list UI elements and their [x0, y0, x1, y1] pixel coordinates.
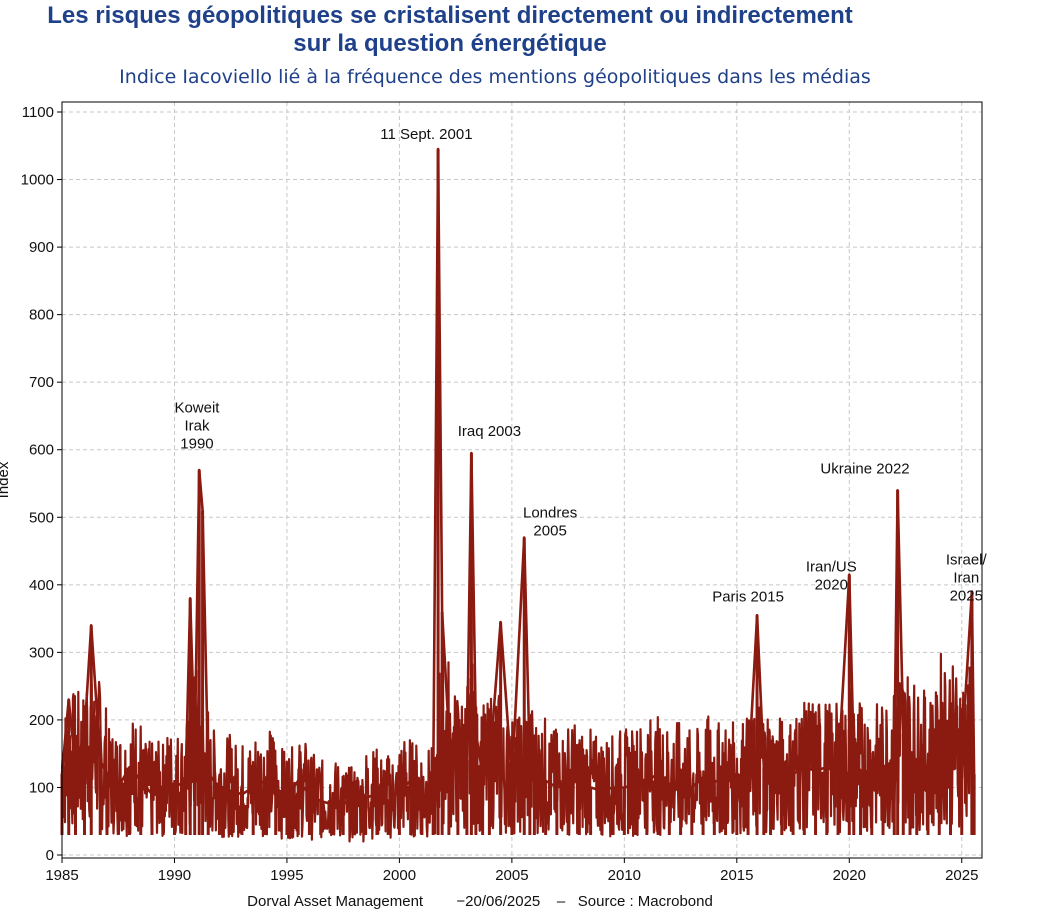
source-footer: Dorval Asset Management −20/06/2025 – So… — [247, 893, 713, 910]
annotation-text: Israel/ — [946, 552, 988, 569]
y-tick-label: 100 — [29, 779, 54, 796]
annotation-text: Paris 2015 — [712, 589, 784, 606]
y-tick-label: 300 — [29, 644, 54, 661]
annotation-text: 11 Sept. 2001 — [380, 126, 472, 143]
plot-frame — [61, 101, 983, 859]
annotation: 11 Sept. 2001 — [380, 126, 472, 143]
y-tick-label: 0 — [46, 847, 54, 864]
annotation-text: Iran/US — [806, 558, 857, 575]
x-tick-label: 2005 — [495, 867, 528, 884]
annotation-text: Londres — [523, 504, 577, 521]
y-tick-label: 600 — [29, 442, 54, 459]
x-tick-label: 2020 — [833, 867, 866, 884]
annotation-text: 2025 — [950, 588, 983, 605]
series-layer — [60, 147, 976, 843]
series-noise-band — [60, 652, 976, 843]
x-tick-label: 2000 — [383, 867, 416, 884]
x-tick-label: 1995 — [270, 867, 303, 884]
y-tick-label: 800 — [29, 307, 54, 324]
annotation-text: 2005 — [533, 522, 566, 539]
annotation: Iraq 2003 — [458, 423, 521, 440]
x-tick-label: 2015 — [720, 867, 753, 884]
y-tick-label: 900 — [29, 239, 54, 256]
y-axis-label: Index — [0, 461, 12, 498]
y-tick-label: 1100 — [22, 104, 54, 121]
x-tick-label: 1990 — [158, 867, 191, 884]
chart-subtitle: Indice Iacoviello lié à la fréquence des… — [119, 66, 871, 88]
annotation-text: 2020 — [815, 576, 848, 593]
annotation-text: Irak — [184, 418, 210, 435]
annotation-text: Koweit — [174, 400, 220, 417]
annotation-text: Ukraine 2022 — [820, 460, 909, 477]
y-tick-label: 200 — [29, 712, 54, 729]
y-tick-label: 500 — [29, 509, 54, 526]
y-tick-label: 700 — [29, 374, 54, 391]
x-tick-label: 2025 — [945, 867, 978, 884]
axes: 0 100 200 300 400 500 600 700 800 900 1000 1100 1985… — [21, 104, 979, 884]
x-tick-label: 2010 — [608, 867, 641, 884]
annotation-text: 1990 — [180, 436, 213, 453]
annotation-text: Iraq 2003 — [458, 423, 521, 440]
chart-title-line-1: Les risques géopolitiques se cristalisen… — [47, 2, 853, 29]
annotation: Ukraine 2022 — [820, 460, 909, 477]
chart-title: Les risques géopolitiques se cristalisen… — [0, 2, 900, 58]
annotation-text: Iran — [953, 570, 979, 587]
annotation: Paris 2015 — [712, 589, 784, 606]
y-tick-label: 1000 — [21, 172, 54, 189]
y-tick-label: 400 — [29, 577, 54, 594]
x-tick-label: 1985 — [45, 867, 78, 884]
chart-title-line-2: sur la question énergétique — [293, 30, 607, 57]
